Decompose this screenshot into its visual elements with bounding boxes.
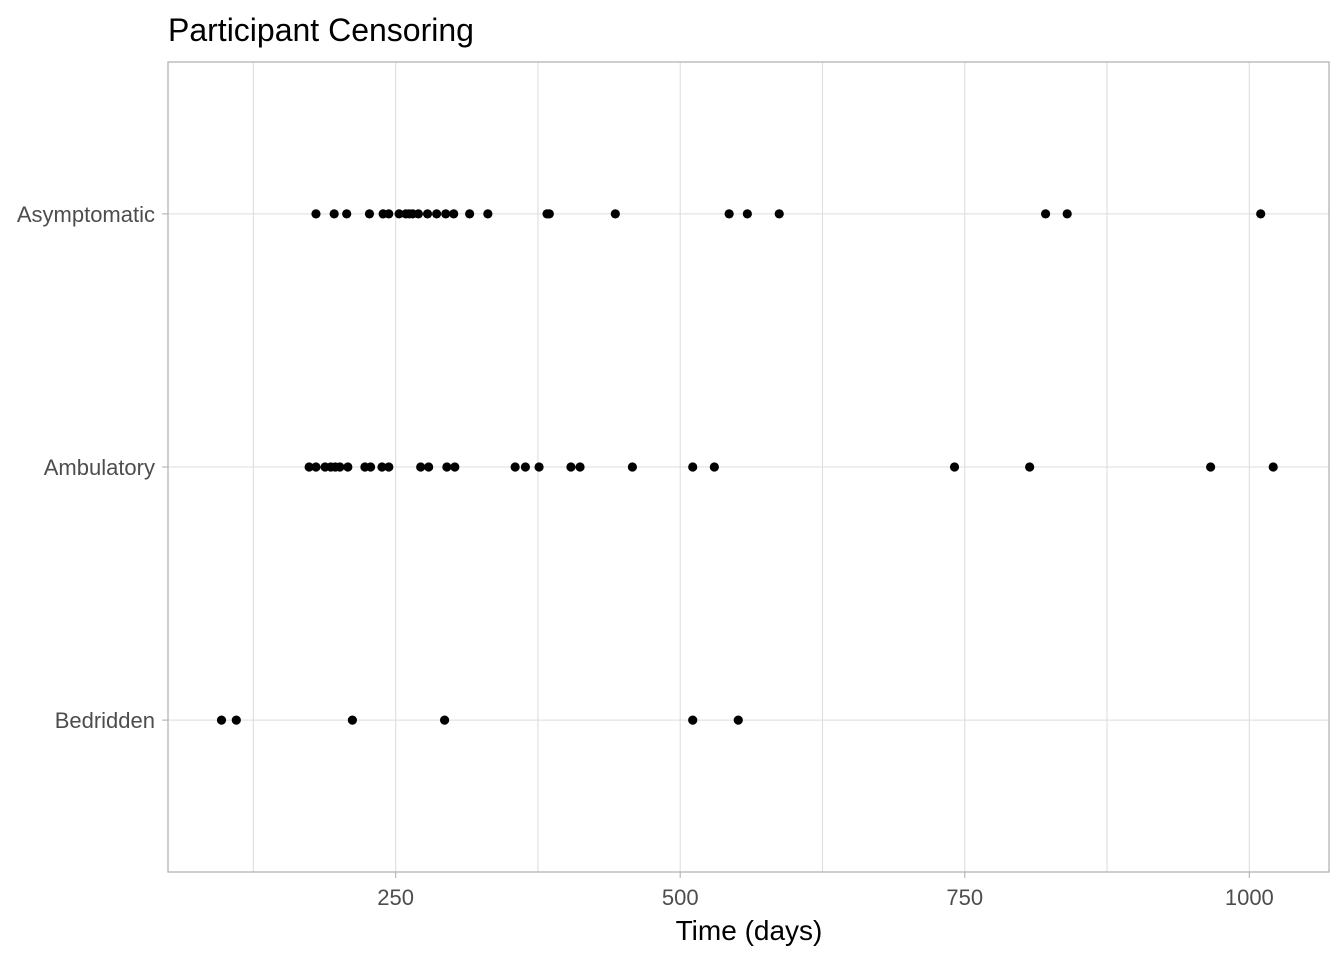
x-tick-label: 500: [662, 885, 699, 910]
x-axis: 250 500 750 1000: [377, 872, 1274, 910]
data-point: [1256, 209, 1266, 219]
y-tick-label: Bedridden: [55, 708, 155, 733]
y-tick-label: Asymptomatic: [17, 202, 155, 227]
data-point: [1206, 462, 1216, 472]
data-point: [483, 209, 493, 219]
data-point: [394, 209, 404, 219]
data-point: [384, 209, 394, 219]
chart-title: Participant Censoring: [168, 12, 474, 48]
data-point: [442, 462, 452, 472]
data-point: [231, 715, 241, 725]
data-point: [566, 462, 576, 472]
data-point: [742, 209, 752, 219]
data-point: [688, 715, 698, 725]
data-point: [724, 209, 734, 219]
data-point: [1268, 462, 1278, 472]
data-point: [311, 462, 321, 472]
data-point: [1040, 209, 1051, 219]
data-point: [422, 209, 433, 219]
data-point: [610, 209, 620, 219]
data-point: [450, 462, 460, 472]
data-point: [709, 462, 719, 472]
y-axis: Bedridden Ambulatory Asymptomatic: [17, 202, 168, 733]
data-point: [432, 209, 442, 219]
x-axis-label: Time (days): [676, 915, 823, 946]
data-point: [311, 209, 321, 219]
data-point: [733, 715, 743, 725]
data-point: [216, 715, 227, 725]
data-point: [439, 715, 450, 725]
data-point: [1025, 462, 1035, 472]
data-point: [627, 462, 638, 472]
data-point: [384, 462, 394, 472]
data-point: [329, 209, 339, 219]
data-point: [343, 462, 353, 472]
data-point: [510, 462, 520, 472]
data-point: [424, 462, 434, 472]
data-point: [688, 462, 698, 472]
data-point: [413, 209, 424, 219]
data-point: [534, 462, 544, 472]
data-point: [347, 715, 357, 725]
x-tick-label: 750: [946, 885, 983, 910]
x-tick-label: 1000: [1225, 885, 1274, 910]
data-point: [544, 209, 554, 219]
data-point: [520, 462, 531, 472]
y-tick-label: Ambulatory: [44, 455, 155, 480]
data-point: [774, 209, 784, 219]
data-point: [441, 209, 451, 219]
data-point: [1062, 209, 1072, 219]
data-point: [465, 209, 475, 219]
data-point: [416, 462, 426, 472]
data-point: [377, 462, 387, 472]
data-point: [342, 209, 352, 219]
data-point: [575, 462, 585, 472]
data-point: [364, 209, 375, 219]
data-point: [449, 209, 459, 219]
data-points: [216, 209, 1278, 725]
data-point: [304, 462, 314, 472]
data-point: [335, 462, 345, 472]
x-tick-label: 250: [377, 885, 414, 910]
data-point: [366, 462, 376, 472]
data-point: [949, 462, 960, 472]
